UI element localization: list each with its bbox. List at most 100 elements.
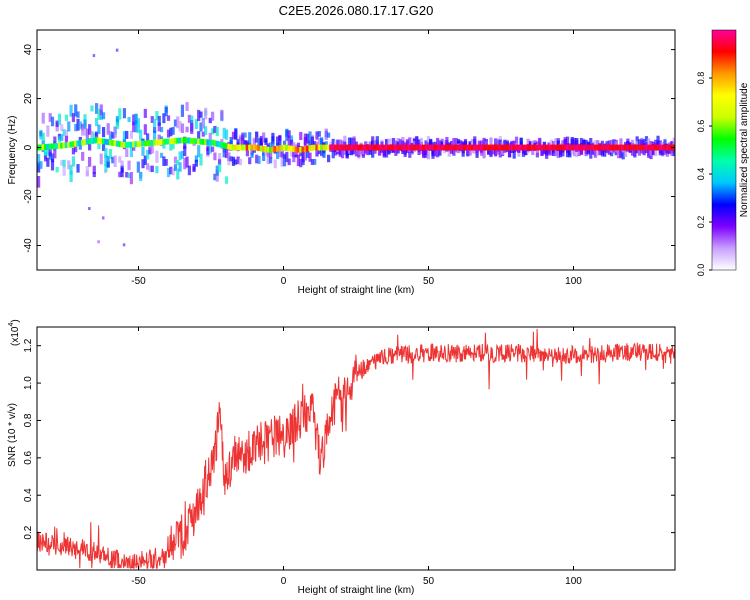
spectrogram-ridge-cell [429,144,433,151]
spectrogram-cell [208,145,212,154]
spectrogram-cell [234,159,238,165]
snr-multiplier: (x104) [8,319,21,346]
spectrogram-cell [211,128,215,135]
spectrogram-cell [287,130,291,139]
spectrogram-cell [215,126,219,137]
spectrogram-ridge-cell [589,144,593,151]
spectrogram-ridge-cell [591,144,595,151]
spectrogram-x-tick-label: 50 [423,276,435,287]
spectrogram-cell [501,149,505,156]
spectrogram-cell [132,114,136,126]
spectrogram-cell [153,127,157,133]
spectrogram-ridge-cell [617,144,621,151]
spectrogram-cell [141,147,145,156]
spectrogram-cell [584,139,588,145]
spectrogram-cell [572,147,577,157]
spectrogram-ridge-cell [153,139,157,146]
spectrogram-cell [368,148,372,155]
spectrogram-cell [125,172,129,178]
spectrogram-ridge-cell [310,144,314,151]
spectrogram-x-label: Height of straight line (km) [298,285,415,296]
spectrogram-cell [292,151,296,163]
spectrogram-ridge-cell [612,144,616,151]
spectrogram-cell [90,105,94,112]
spectrogram-cell [85,165,89,172]
spectrogram-cell [39,131,43,137]
spectrogram-cell [255,154,259,164]
spectrogram-ridge-cell [661,144,665,151]
spectrogram-cell [603,148,607,157]
spectrogram-cell [333,140,338,149]
spectrogram-cell [90,130,94,138]
spectrogram-cell [88,138,92,151]
spectrogram-ridge-cell [245,144,249,151]
spectrogram-ridge-cell [433,144,437,151]
spectrogram-ridge-cell [173,137,178,144]
spectrogram-ridge-cell [241,144,245,151]
spectrogram-cell [113,126,117,138]
spectrogram-cell [67,121,71,132]
spectrogram-ridge-cell [46,143,50,150]
spectrogram-cell [224,176,229,184]
spectrogram-cell [76,164,80,173]
spectrogram-cell [310,159,314,165]
spectrogram-cell [37,154,41,165]
snr-y-tick-label: 0.4 [23,488,34,502]
spectrogram-ridge-cell [333,144,338,151]
spectrogram-cell [649,150,653,156]
spectrogram-ridge-cell [419,144,423,151]
spectrogram-ridge-cell [190,137,194,144]
spectrogram-cell [320,145,324,157]
spectrogram-cell [62,167,66,176]
spectrogram-ridge-cell [48,143,52,150]
spectrogram-cell [619,138,623,148]
spectrogram-cell [204,107,208,120]
spectrogram-cell [88,124,92,135]
spectrogram-cell [245,147,249,157]
spectrogram-ridge-cell [55,143,59,149]
spectrogram-ridge-cell [248,144,252,151]
spectrogram-cell [250,152,254,158]
spectrogram-ridge-cell [357,144,361,151]
spectrogram-cell [162,113,166,124]
spectrogram-ridge-cell [619,144,623,151]
spectrogram-cell [139,171,143,182]
spectrogram-ridge-cell [88,138,92,145]
spectrogram-cell [357,149,361,155]
spectrogram-speckle [92,54,96,58]
snr-x-tick-label: 0 [281,576,287,587]
spectrogram-cell [352,148,356,155]
spectrogram-cell [159,126,164,133]
spectrogram-cell [69,170,73,182]
spectrogram-ridge-cell [510,144,514,151]
spectrogram-ridge-cell [538,144,542,151]
spectrogram-cell [194,155,198,163]
spectrogram-cell [429,139,433,147]
spectrogram-cell [449,140,454,148]
spectrogram-ridge-cell [387,144,391,151]
spectrogram-ridge-cell [633,144,637,151]
spectrogram-cell [637,139,642,151]
chart-title: C2E5.2026.080.17.17.G20 [279,3,434,18]
spectrogram-cell [359,145,363,156]
snr-x-tick-label: -50 [131,576,146,587]
spectrogram-ridge-cell [586,144,591,151]
spectrogram-cell [572,137,577,146]
spectrogram-ridge-cell [531,144,535,151]
spectrogram-cell [178,162,182,172]
spectrogram-cell [538,137,542,146]
spectrogram-cell [120,167,124,178]
spectrogram-cell [213,152,217,161]
spectrogram-cell [626,138,630,146]
spectrogram-y-tick-label: -40 [23,238,34,253]
spectrogram-cell [275,149,280,160]
spectrogram-cell [238,136,243,149]
snr-x-axis: -50 0 50 100 [131,327,582,587]
spectrogram-cell [248,157,252,165]
spectrogram-cell [136,161,140,173]
spectrogram-cell [647,138,651,146]
spectrogram-cell [220,109,224,120]
spectrogram-ridge-cell [150,139,154,146]
spectrogram-cell [178,151,182,161]
spectrogram-ridge-cell [104,138,108,145]
